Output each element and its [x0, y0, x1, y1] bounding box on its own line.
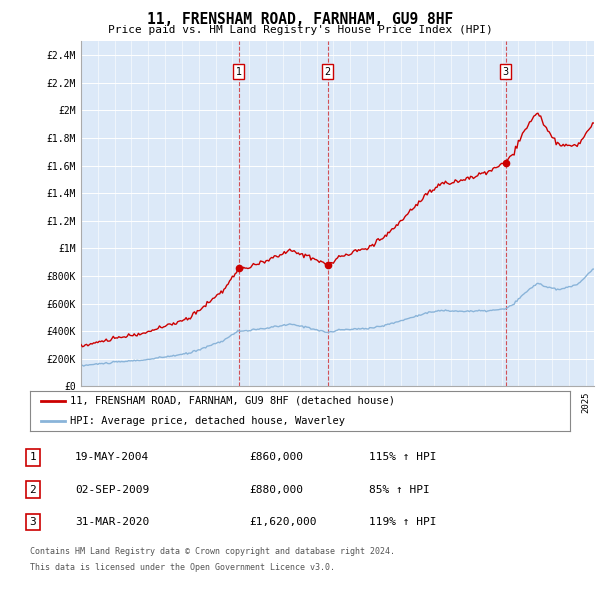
Text: £1,620,000: £1,620,000	[249, 517, 317, 527]
Text: 3: 3	[503, 67, 509, 77]
Text: Contains HM Land Registry data © Crown copyright and database right 2024.: Contains HM Land Registry data © Crown c…	[30, 547, 395, 556]
Text: 85% ↑ HPI: 85% ↑ HPI	[369, 485, 430, 494]
Text: HPI: Average price, detached house, Waverley: HPI: Average price, detached house, Wave…	[71, 416, 346, 425]
Text: 115% ↑ HPI: 115% ↑ HPI	[369, 453, 437, 462]
Text: 02-SEP-2009: 02-SEP-2009	[75, 485, 149, 494]
Text: £860,000: £860,000	[249, 453, 303, 462]
Text: This data is licensed under the Open Government Licence v3.0.: This data is licensed under the Open Gov…	[30, 563, 335, 572]
Text: £880,000: £880,000	[249, 485, 303, 494]
Text: 2: 2	[325, 67, 331, 77]
Text: 19-MAY-2004: 19-MAY-2004	[75, 453, 149, 462]
Text: 1: 1	[236, 67, 242, 77]
Text: 31-MAR-2020: 31-MAR-2020	[75, 517, 149, 527]
Text: 11, FRENSHAM ROAD, FARNHAM, GU9 8HF: 11, FRENSHAM ROAD, FARNHAM, GU9 8HF	[147, 12, 453, 27]
Text: 119% ↑ HPI: 119% ↑ HPI	[369, 517, 437, 527]
Text: 2: 2	[29, 485, 37, 494]
Text: 3: 3	[29, 517, 37, 527]
Text: 11, FRENSHAM ROAD, FARNHAM, GU9 8HF (detached house): 11, FRENSHAM ROAD, FARNHAM, GU9 8HF (det…	[71, 396, 395, 405]
Text: 1: 1	[29, 453, 37, 462]
Text: Price paid vs. HM Land Registry's House Price Index (HPI): Price paid vs. HM Land Registry's House …	[107, 25, 493, 35]
